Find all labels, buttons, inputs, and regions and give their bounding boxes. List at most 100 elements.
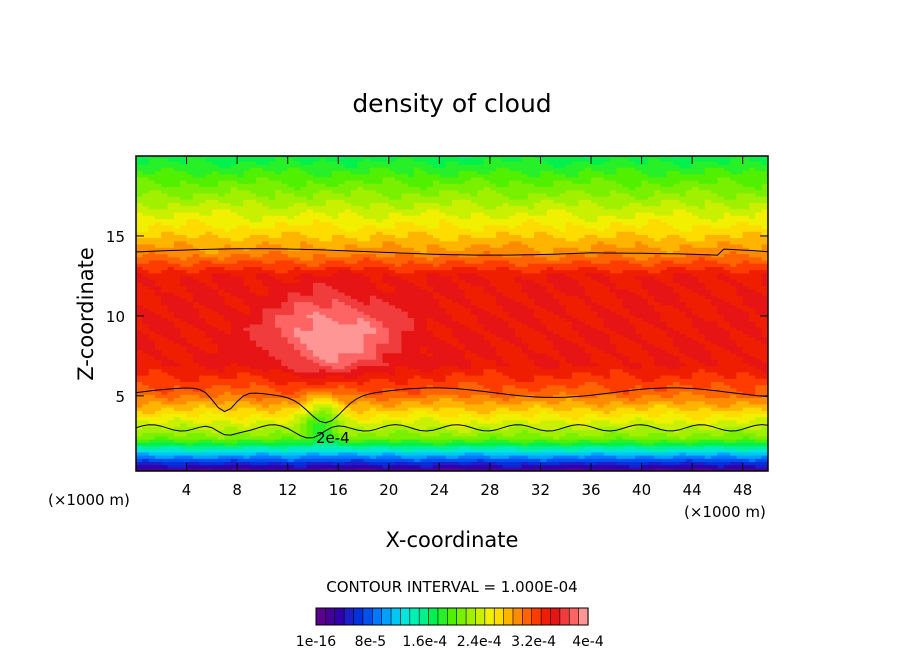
- heatmap-cell: [312, 426, 320, 431]
- heatmap-cell: [230, 156, 238, 159]
- heatmap-cell: [294, 448, 301, 453]
- heatmap-cell: [161, 304, 169, 309]
- heatmap-cell: [180, 448, 188, 453]
- heatmap-cell: [382, 288, 390, 293]
- heatmap-cell: [331, 224, 339, 229]
- heatmap-cell: [357, 282, 365, 287]
- heatmap-cell: [426, 461, 434, 466]
- heatmap-cell: [256, 320, 263, 325]
- heatmap-cell: [249, 221, 257, 226]
- heatmap-cell: [401, 253, 409, 258]
- heatmap-cell: [186, 413, 194, 418]
- heatmap-cell: [369, 327, 377, 331]
- heatmap-cell: [376, 307, 384, 312]
- heatmap-cell: [319, 410, 327, 415]
- heatmap-cell: [300, 467, 308, 471]
- heatmap-cell: [344, 256, 352, 261]
- heatmap-cell: [205, 156, 213, 159]
- heatmap-cell: [350, 381, 358, 386]
- heatmap-cell: [344, 269, 352, 274]
- heatmap-cell: [218, 157, 226, 162]
- heatmap-cell: [300, 368, 308, 373]
- heatmap-cell: [331, 291, 339, 296]
- heatmap-cell: [262, 423, 270, 427]
- heatmap-cell: [338, 323, 346, 328]
- heatmap-cell: [452, 442, 459, 447]
- heatmap-cell: [173, 343, 181, 347]
- heatmap-cell: [180, 272, 188, 277]
- heatmap-cell: [382, 384, 390, 389]
- heatmap-cell: [218, 400, 226, 405]
- heatmap-cell: [268, 384, 276, 389]
- heatmap-cell: [350, 279, 358, 283]
- heatmap-cell: [275, 282, 282, 287]
- heatmap-cell: [154, 266, 162, 271]
- heatmap-cell: [363, 243, 371, 248]
- heatmap-cell: [369, 375, 377, 379]
- heatmap-cell: [325, 378, 333, 383]
- heatmap-cell: [382, 256, 390, 261]
- heatmap-cell: [154, 227, 162, 232]
- heatmap-cell: [319, 445, 327, 450]
- heatmap-cell: [148, 391, 156, 395]
- heatmap-cell: [281, 403, 289, 408]
- heatmap-cell: [395, 199, 403, 203]
- heatmap-cell: [173, 211, 181, 216]
- heatmap-cell: [256, 176, 263, 181]
- heatmap-cell: [388, 407, 396, 411]
- heatmap-cell: [312, 285, 320, 290]
- heatmap-cell: [294, 195, 301, 200]
- heatmap-cell: [230, 365, 238, 370]
- heatmap-cell: [180, 237, 188, 242]
- heatmap-cell: [224, 403, 232, 408]
- heatmap-cell: [357, 243, 365, 248]
- heatmap-cell: [211, 410, 219, 415]
- heatmap-cell: [401, 410, 409, 415]
- heatmap-cell: [426, 279, 434, 283]
- heatmap-cell: [439, 368, 447, 373]
- heatmap-cell: [167, 195, 175, 200]
- heatmap-cell: [439, 339, 447, 344]
- heatmap-cell: [173, 247, 181, 251]
- heatmap-cell: [237, 253, 245, 258]
- heatmap-cell: [211, 320, 219, 325]
- heatmap-cell: [325, 215, 333, 219]
- heatmap-cell: [312, 266, 320, 271]
- heatmap-cell: [426, 250, 434, 255]
- heatmap-cell: [224, 205, 232, 210]
- heatmap-cell: [294, 295, 301, 299]
- heatmap-cell: [275, 301, 282, 306]
- heatmap-cell: [319, 400, 327, 405]
- heatmap-cell: [420, 375, 428, 379]
- heatmap-cell: [230, 215, 238, 219]
- heatmap-cell: [243, 298, 251, 303]
- heatmap-cell: [369, 173, 377, 178]
- heatmap-cell: [173, 157, 181, 162]
- heatmap-cell: [205, 291, 213, 296]
- heatmap-cell: [306, 423, 314, 427]
- heatmap-cell: [395, 426, 403, 431]
- heatmap-cell: [167, 368, 175, 373]
- heatmap-cell: [275, 467, 282, 471]
- heatmap-cell: [287, 442, 295, 447]
- heatmap-cell: [376, 323, 384, 328]
- heatmap-cell: [382, 323, 390, 328]
- heatmap-cell: [407, 224, 415, 229]
- heatmap-cell: [230, 359, 238, 363]
- heatmap-cell: [249, 426, 257, 431]
- heatmap-cell: [262, 362, 270, 367]
- heatmap-cell: [319, 346, 327, 351]
- heatmap-cell: [287, 215, 295, 219]
- heatmap-cell: [142, 346, 150, 351]
- heatmap-cell: [395, 205, 403, 210]
- heatmap-cell: [237, 237, 245, 242]
- heatmap-cell: [407, 256, 415, 261]
- heatmap-cell: [331, 403, 339, 408]
- heatmap-cell: [237, 355, 245, 360]
- heatmap-cell: [173, 317, 181, 322]
- heatmap-cell: [325, 343, 333, 347]
- heatmap-cell: [312, 195, 320, 200]
- heatmap-cell: [224, 231, 232, 235]
- heatmap-cell: [350, 189, 358, 194]
- heatmap-cell: [243, 432, 251, 437]
